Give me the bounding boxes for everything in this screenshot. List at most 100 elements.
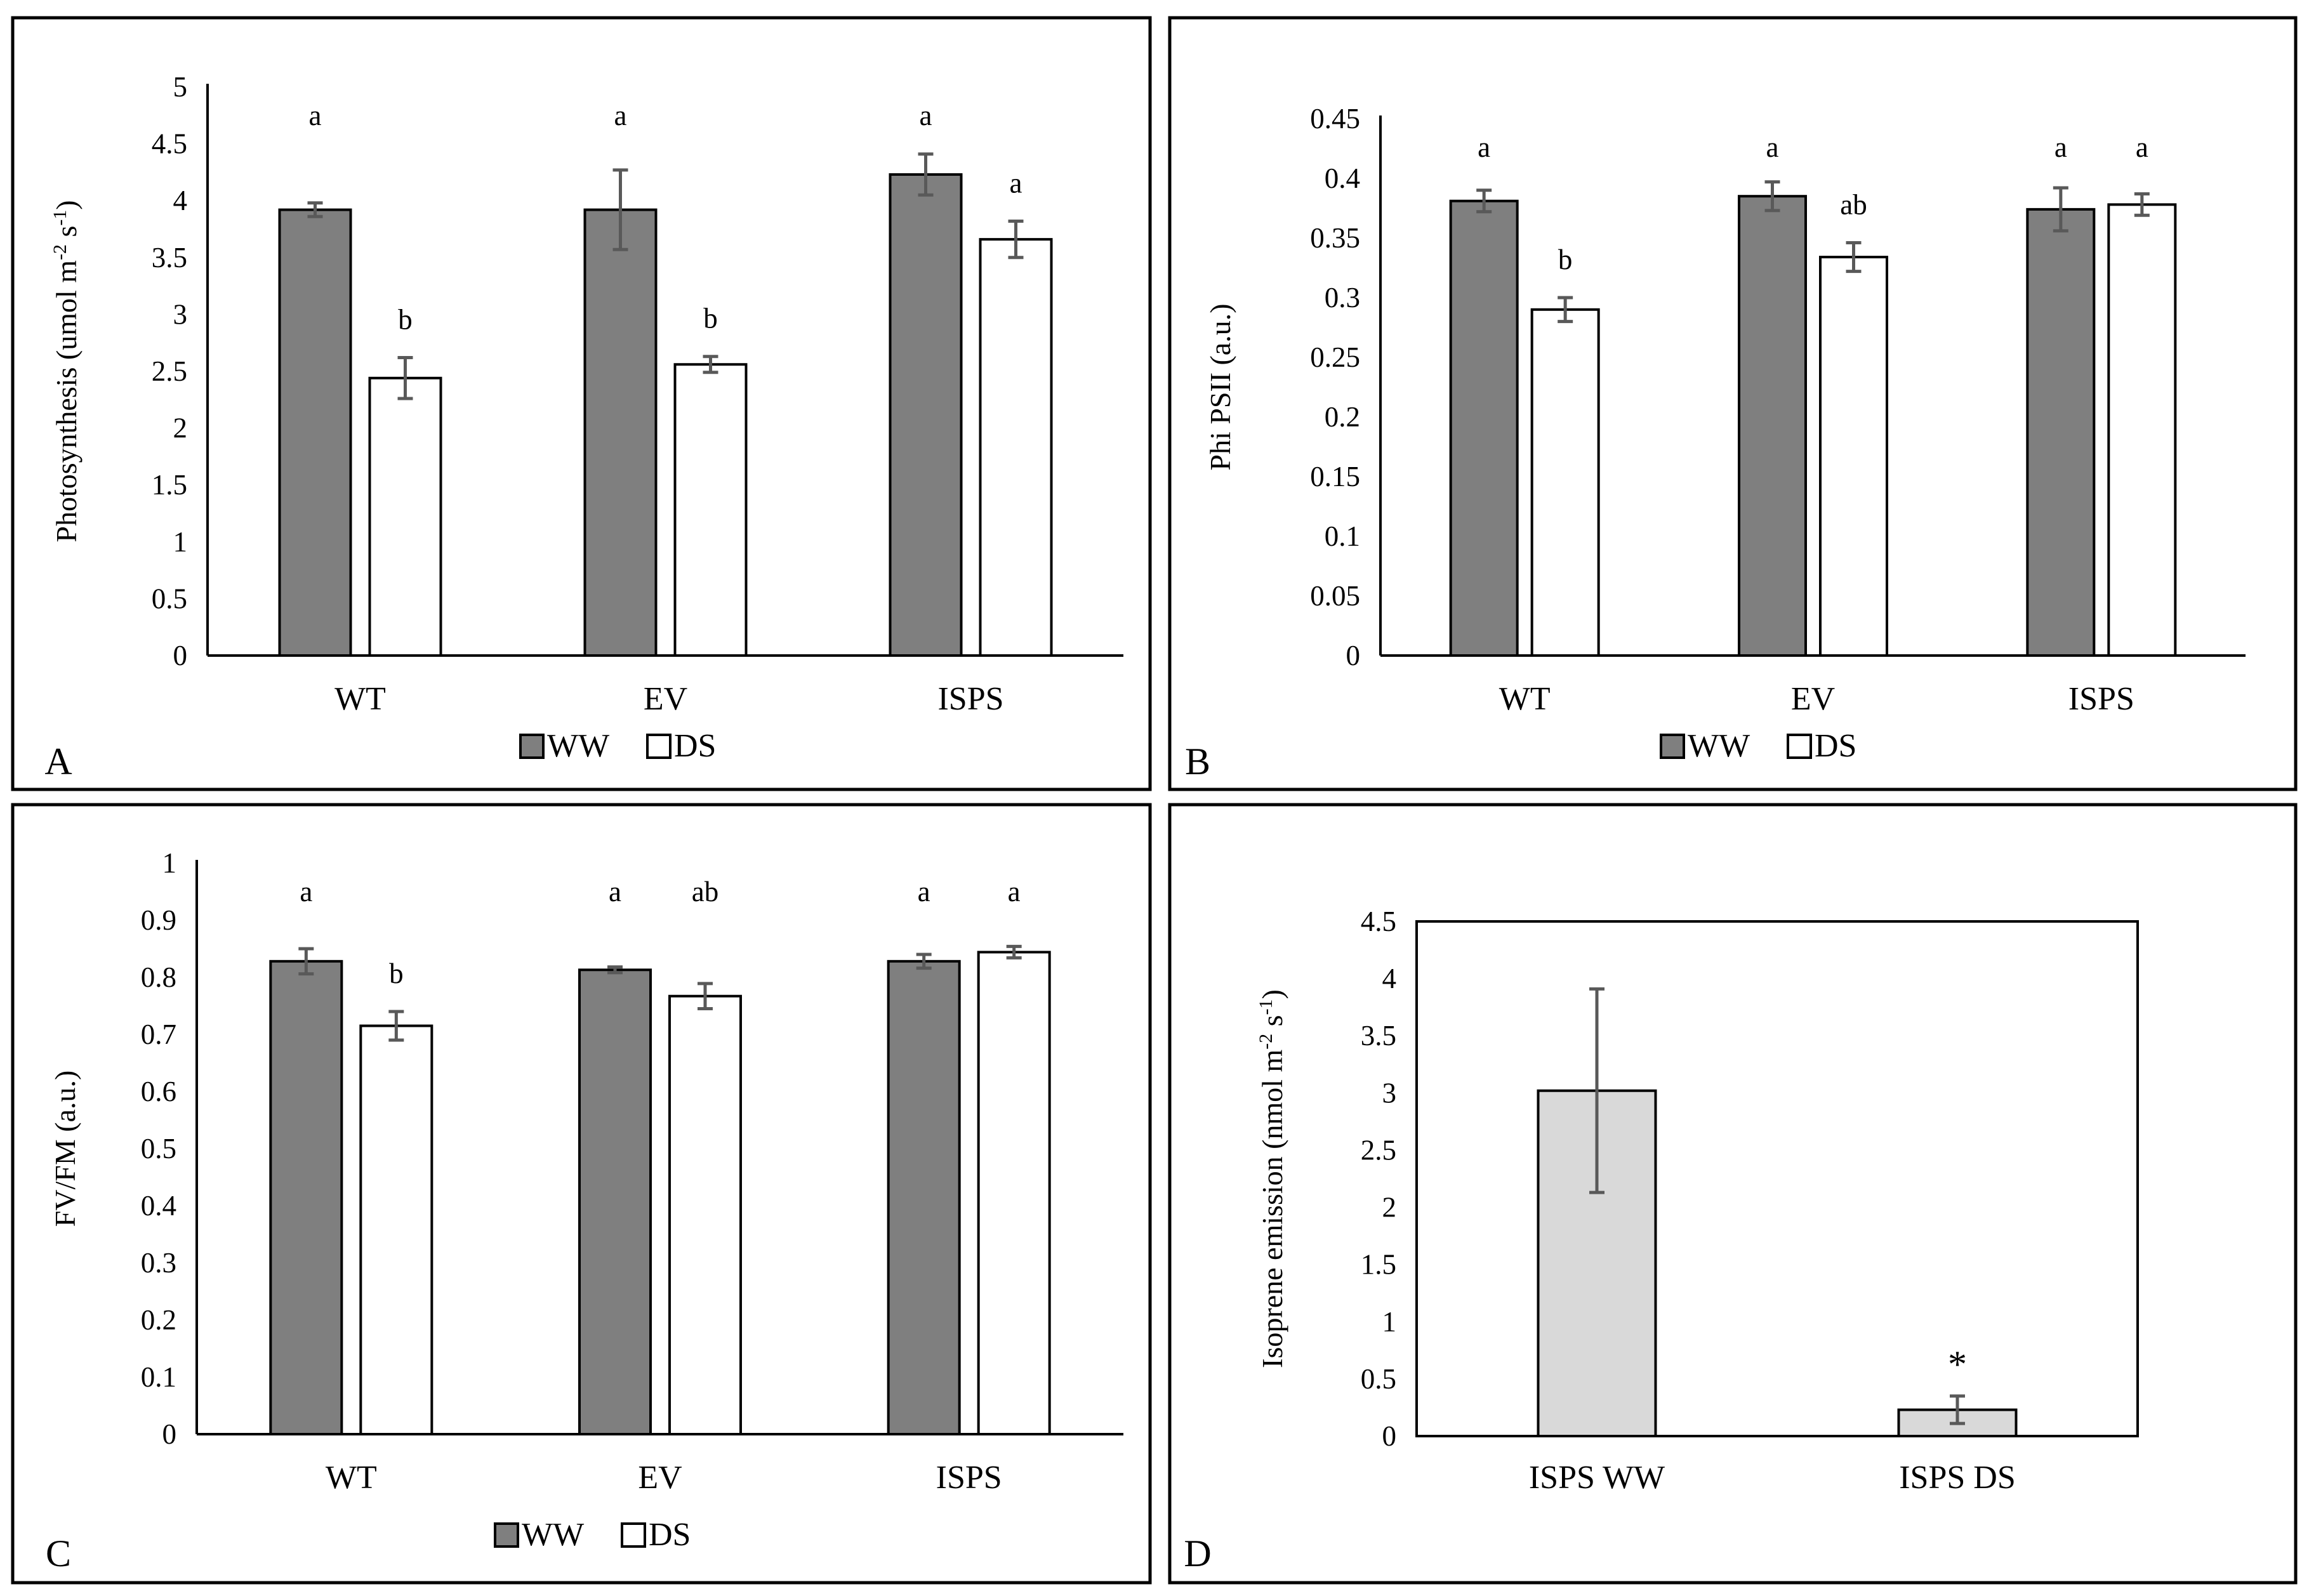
y-axis-label-text: FV/FM (a.u.) — [49, 1071, 81, 1227]
y-tick-label: 2 — [1382, 1192, 1397, 1223]
y-tick-label: 3.5 — [1361, 1020, 1396, 1052]
y-tick-label: 2.5 — [152, 355, 187, 387]
y-tick-label: 1.5 — [1361, 1249, 1396, 1281]
legend-label-ww: WW — [547, 728, 609, 764]
significance-label: b — [398, 303, 413, 335]
y-tick-label: 4 — [173, 185, 188, 216]
legend: WW DS — [494, 1517, 691, 1553]
series-ds-bar — [977, 951, 1051, 1435]
series-ds-bar — [2107, 203, 2177, 657]
panel-frame — [1168, 803, 2298, 1585]
y-tick-label: 0 — [162, 1418, 177, 1450]
y-axis-label-text: Photosynthesis (umol m — [50, 260, 83, 543]
y-axis-label: Isoprene emission (nmol m-2 s-1) — [1255, 989, 1289, 1368]
series-ww-bar — [269, 960, 343, 1436]
y-tick-label: 0.7 — [141, 1019, 176, 1050]
legend: WW DS — [519, 728, 716, 764]
x-tick-label: ISPS DS — [1899, 1460, 2016, 1496]
legend-label-ds: DS — [1815, 728, 1856, 764]
panel-label: C — [46, 1533, 71, 1574]
x-tick-label: EV — [638, 1460, 682, 1496]
significance-label: a — [309, 100, 322, 131]
y-tick-label: 2 — [173, 412, 188, 444]
series-ww-bar — [889, 173, 963, 657]
legend-swatch-ww — [519, 734, 545, 759]
panel-c: 0 0.1 0.2 0.3 0.4 0.5 0.6 0.7 0.8 0.9 1 FV/FM (a.u.… — [11, 803, 1152, 1585]
y-tick-label: 4.5 — [152, 128, 187, 160]
legend-label-ww: WW — [1688, 728, 1750, 764]
y-axis-label-ylabel-unit-mid: s — [1256, 1015, 1288, 1033]
legend-swatch-ww — [494, 1522, 519, 1548]
significance-label: a — [614, 100, 627, 131]
significance-label: b — [703, 303, 718, 334]
y-axis-label-ylabel-unit-end: ) — [1256, 989, 1288, 999]
y-tick-label: 0.05 — [1310, 580, 1360, 612]
plot-area-border — [1415, 920, 2139, 1437]
y-tick-label: 0.2 — [1325, 401, 1360, 433]
series-ds-bar — [1530, 308, 1600, 657]
series-ww-bar — [583, 208, 658, 657]
panel-d: 0 0.5 1 1.5 2 2.5 3 3.5 4 4.5 Isoprene emission (n… — [1168, 803, 2298, 1585]
x-tick-label: ISPS WW — [1529, 1460, 1665, 1496]
y-tick-label: 0.15 — [1310, 461, 1360, 492]
y-axis-label-text: Phi PSII (a.u.) — [1204, 303, 1236, 470]
y-axis-label-ylabel-unit-mid: s — [50, 226, 83, 244]
significance-label: a — [1478, 131, 1490, 163]
series-ww-bar — [2026, 208, 2096, 657]
x-tick-label: WT — [1499, 681, 1551, 717]
y-tick-label: 0.8 — [141, 961, 176, 993]
series-ds-bar — [359, 1024, 433, 1435]
series-ww-bar — [1738, 195, 1807, 657]
legend-label-ds: DS — [649, 1517, 691, 1553]
y-tick-label: 4.5 — [1361, 906, 1396, 937]
y-tick-label: 0.5 — [152, 583, 187, 614]
y-tick-label: 0.6 — [141, 1076, 176, 1107]
y-axis-label-ylabel-unit-end: ) — [50, 200, 83, 209]
panel-frame — [11, 16, 1152, 791]
y-axis-label: Photosynthesis (umol m-2 s-1) — [50, 200, 83, 542]
significance-label: a — [1010, 167, 1022, 199]
panel-label: A — [44, 741, 72, 782]
y-axis-label-ylabel-unit-sup2: -1 — [1255, 999, 1276, 1015]
x-tick-label: EV — [1791, 681, 1835, 717]
y-tick-label: 0.25 — [1310, 341, 1360, 373]
significance-label: a — [2136, 131, 2148, 163]
x-tick-label: EV — [644, 681, 687, 717]
y-tick-label: 3 — [1382, 1077, 1397, 1109]
x-tick-label: ISPS — [936, 1460, 1002, 1496]
y-tick-label: 3 — [173, 298, 188, 330]
y-tick-label: 1.5 — [152, 469, 187, 501]
significance-label: a — [1008, 876, 1021, 907]
y-axis-label: Phi PSII (a.u.) — [1204, 303, 1236, 470]
y-axis-label: FV/FM (a.u.) — [49, 1071, 81, 1227]
significance-label: a — [918, 876, 930, 907]
y-tick-label: 1 — [173, 526, 188, 558]
y-tick-label: 0 — [1346, 640, 1361, 671]
legend-swatch-ds — [1787, 734, 1812, 759]
significance-label: a — [300, 876, 312, 907]
significance-label: b — [1558, 244, 1573, 275]
panel-label: D — [1184, 1533, 1211, 1574]
y-tick-label: 0.35 — [1310, 222, 1360, 254]
y-tick-label: 0.1 — [1325, 520, 1360, 552]
series-ds-bar — [673, 363, 748, 657]
x-tick-label: WT — [326, 1460, 377, 1496]
y-tick-label: 0.4 — [1325, 162, 1360, 194]
x-tick-label: WT — [334, 681, 386, 717]
legend-swatch-ds — [646, 734, 672, 759]
legend-label-ww: WW — [522, 1517, 584, 1553]
significance-label: a — [920, 100, 932, 131]
legend-swatch-ds — [621, 1522, 646, 1548]
series-ds-bar — [668, 994, 742, 1435]
y-axis-label-text: Isoprene emission (nmol m — [1256, 1050, 1288, 1368]
significance-label: ab — [1840, 189, 1867, 221]
series-ww-bar — [578, 968, 652, 1436]
y-tick-label: 3.5 — [152, 242, 187, 274]
y-tick-label: 0.4 — [141, 1190, 176, 1222]
y-axis-label-ylabel-unit-sup1: -2 — [1255, 1034, 1276, 1050]
legend-swatch-ww — [1660, 734, 1685, 759]
y-tick-label: 1 — [1382, 1306, 1397, 1338]
y-tick-label: 1 — [162, 847, 177, 879]
series-ds-bar — [979, 238, 1053, 657]
legend-label-ds: DS — [674, 728, 716, 764]
